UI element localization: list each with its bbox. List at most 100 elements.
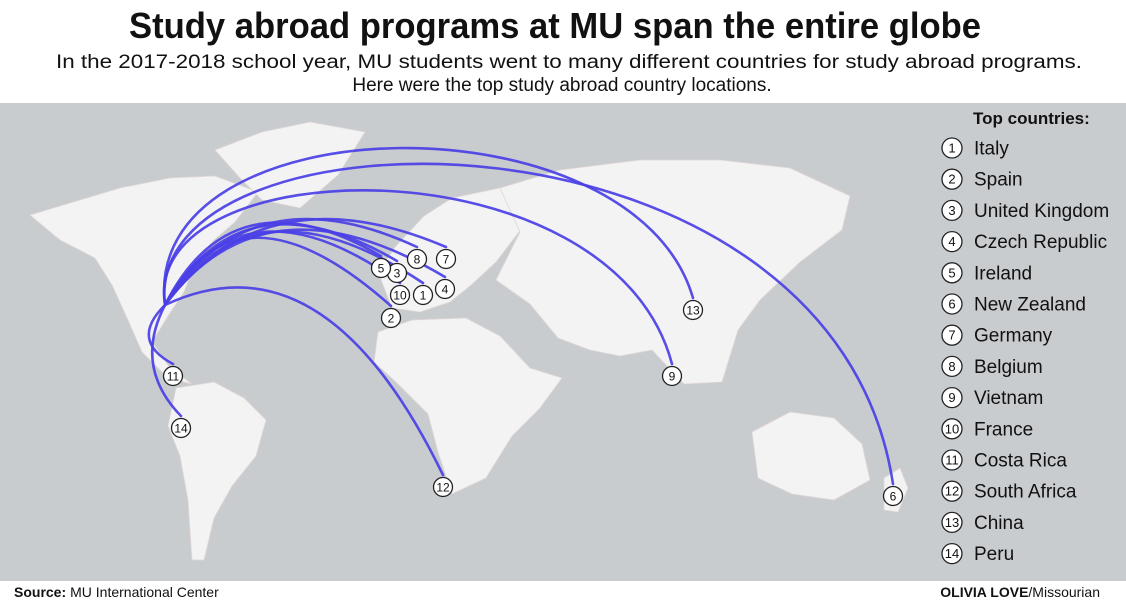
marker-label: 9: [669, 370, 676, 384]
legend-circle: [941, 449, 963, 471]
subtitle: In the 2017-2018 school year, MU student…: [56, 52, 1082, 73]
land: [29, 121, 909, 561]
credit-org: /Missourian: [1028, 584, 1100, 600]
marker-circle: [162, 365, 184, 387]
legend: 1 Italy 2 Spain 3 United Kingdom 4 Czech Republ…: [941, 137, 1109, 565]
marker-circle: [661, 365, 683, 387]
legend-rank: 12: [945, 484, 959, 499]
legend-name: Spain: [974, 170, 1023, 191]
legend-circle: [941, 480, 963, 502]
legend-name: Italy: [974, 139, 1009, 160]
legend-rank: 1: [948, 141, 955, 156]
subtitle: Here were the top study abroad country l…: [352, 75, 771, 96]
source-text: MU International Center: [70, 584, 219, 600]
marker-label: 6: [890, 490, 897, 504]
marker-circle: [389, 284, 411, 306]
south-america: [167, 381, 267, 561]
marker-label: 2: [388, 312, 395, 326]
legend-name: United Kingdom: [974, 201, 1109, 222]
routes: [147, 146, 895, 486]
legend-name: China: [974, 513, 1024, 534]
marker-label: 8: [414, 253, 421, 267]
route-arc: [163, 162, 895, 486]
route-arc: [163, 230, 402, 307]
credit-name: OLIVIA LOVE: [940, 584, 1028, 600]
legend-name: South Africa: [974, 482, 1077, 503]
legend-circle: [941, 293, 963, 315]
legend-title: Top countries:: [973, 109, 1090, 128]
marker-circle: [412, 284, 434, 306]
legend-circle: [941, 542, 963, 565]
legend-name: Germany: [974, 326, 1053, 347]
route-arc: [162, 146, 695, 307]
legend-circle: [941, 418, 963, 440]
marker-label: 4: [442, 283, 449, 297]
marker-circle: [435, 248, 457, 270]
source: Source: MU International Center: [14, 584, 219, 600]
asia: [495, 159, 851, 385]
legend-rank: 14: [945, 546, 959, 561]
legend-name: Czech Republic: [974, 232, 1107, 253]
title: Study abroad programs at MU span the ent…: [129, 5, 981, 46]
route-arc: [163, 217, 448, 307]
marker-label: 1: [420, 289, 427, 303]
legend-circle: [941, 386, 963, 409]
marker-label: 11: [167, 370, 180, 384]
route-arc: [150, 303, 183, 418]
marker-circle: [432, 476, 454, 498]
legend-name: Ireland: [974, 263, 1032, 284]
legend-rank: 2: [948, 172, 955, 187]
legend-name: Peru: [974, 544, 1014, 565]
route-arc: [163, 217, 419, 307]
route-arc: [147, 303, 175, 366]
legend-circle: [941, 199, 963, 222]
source-label: Source:: [14, 584, 66, 600]
legend-circle: [941, 262, 963, 284]
marker-label: 10: [393, 289, 407, 303]
legend-name: Vietnam: [974, 388, 1043, 409]
marker-circle: [170, 417, 192, 439]
marker-circle: [406, 248, 428, 270]
marker-label: 14: [174, 422, 188, 436]
legend-rank: 9: [948, 390, 955, 405]
marker-circle: [380, 307, 402, 329]
marker-label: 5: [378, 262, 385, 276]
route-arc: [163, 286, 445, 477]
legend-rank: 11: [945, 453, 959, 468]
legend-circle: [941, 168, 963, 190]
legend-rank: 8: [948, 359, 955, 374]
legend-circle: [941, 230, 963, 253]
marker-circle: [370, 257, 392, 279]
legend-rank: 6: [948, 297, 955, 312]
route-arc: [163, 221, 383, 307]
legend-rank: 4: [948, 234, 955, 249]
legend-rank: 7: [948, 328, 955, 343]
legend-circle: [941, 511, 963, 534]
legend-name: Belgium: [974, 357, 1043, 378]
australia: [751, 411, 871, 501]
legend-circle: [941, 324, 963, 346]
legend-name: France: [974, 419, 1033, 440]
legend-rank: 10: [945, 421, 959, 436]
legend-circle: [941, 355, 963, 378]
legend-name: Costa Rica: [974, 451, 1067, 472]
marker-label: 7: [443, 253, 450, 267]
africa: [373, 317, 563, 495]
legend-rank: 3: [948, 203, 955, 218]
marker-circle: [882, 485, 904, 507]
north-america: [29, 175, 259, 385]
legend-circle: [941, 137, 963, 159]
greenland: [214, 121, 366, 209]
marker-label: 12: [436, 481, 450, 495]
legend-rank: 13: [945, 515, 959, 530]
marker-circle: [434, 278, 456, 300]
marker-label: 13: [686, 304, 700, 318]
marker-label: 3: [394, 267, 401, 281]
legend-rank: 5: [948, 265, 955, 280]
legend-name: New Zealand: [974, 295, 1086, 316]
credit: OLIVIA LOVE/Missourian: [940, 584, 1100, 600]
marker-circle: [682, 299, 704, 321]
route-arc: [162, 188, 674, 366]
